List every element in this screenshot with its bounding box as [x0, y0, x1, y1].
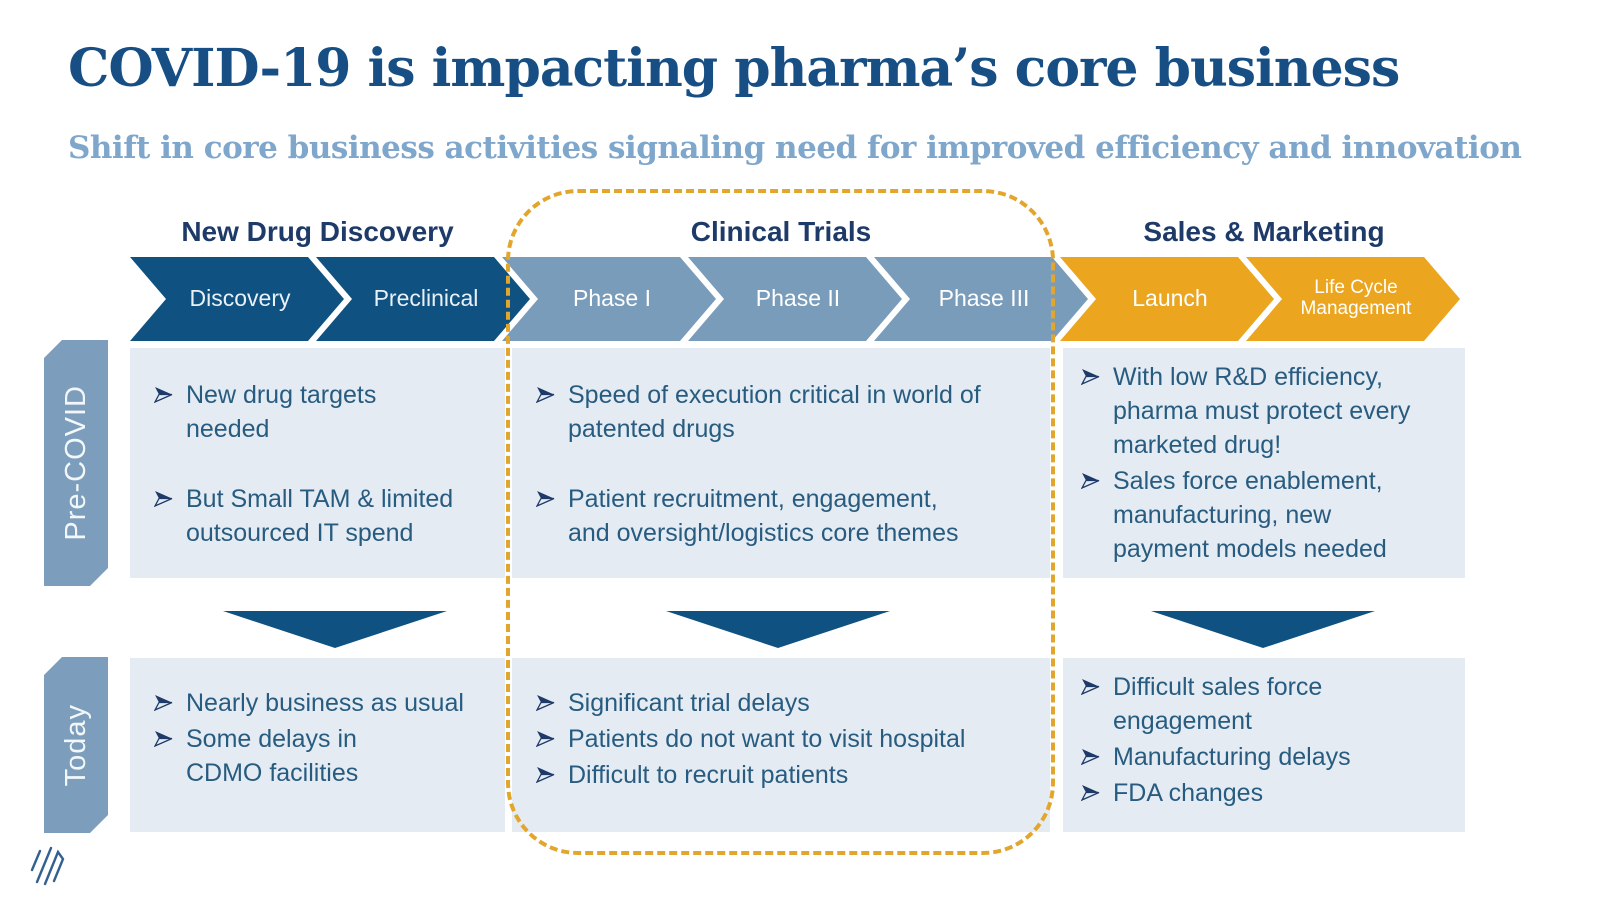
bullet-item: Difficult to recruit patients	[536, 758, 1040, 792]
arrow-bullet-icon	[1081, 678, 1101, 695]
bullet-text: Difficult to recruit patients	[568, 761, 849, 789]
page-subtitle: Shift in core business activities signal…	[68, 130, 1522, 166]
arrow-bullet-icon	[1081, 748, 1101, 765]
pipeline-stage-preclinical: Preclinical	[316, 257, 530, 341]
stage-label: Discovery	[189, 285, 291, 312]
bullet-item: FDA changes	[1081, 776, 1455, 810]
down-arrow-new-drug-discovery	[223, 611, 447, 648]
bullet-text: Nearly business as usual	[186, 689, 464, 717]
bullet-text: New drug targets needed	[186, 381, 377, 443]
bullet-item: Nearly business as usual	[154, 686, 495, 720]
bullet-item: Difficult sales force engagement	[1081, 670, 1455, 738]
stage-label: Phase II	[755, 285, 841, 312]
bullet-item: Speed of execution critical in world of …	[536, 378, 1034, 446]
bullet-text: Patients do not want to visit hospital	[568, 725, 966, 753]
row-label-today: Today	[44, 657, 108, 833]
bullet-item: Patients do not want to visit hospital	[536, 722, 1040, 756]
bullet-item: But Small TAM & limited outsourced IT sp…	[154, 482, 489, 550]
pipeline: Discovery Preclinical Phase I Phase II P…	[130, 257, 1470, 341]
bullet-item: Manufacturing delays	[1081, 740, 1455, 774]
bullet-text: FDA changes	[1113, 779, 1264, 807]
bullet-text: But Small TAM & limited outsourced IT sp…	[186, 485, 454, 547]
bullet-text: With low R&D efficiency, pharma must pro…	[1113, 363, 1411, 459]
pipeline-stage-phase-1: Phase I	[502, 257, 716, 341]
bullet-item: Patient recruitment, engagement, and ove…	[536, 482, 1034, 550]
column-header-clinical-trials: Clinical Trials	[690, 216, 872, 247]
bullet-item: Significant trial delays	[536, 686, 1040, 720]
pipeline-stage-launch: Launch	[1060, 257, 1274, 341]
arrow-bullet-icon	[536, 386, 556, 403]
page-title: COVID-19 is impacting pharma’s core busi…	[68, 38, 1400, 99]
column-header-sales-marketing: Sales & Marketing	[1143, 216, 1385, 247]
stage-label: Phase III	[938, 285, 1030, 312]
stage-label: Preclinical	[373, 285, 479, 312]
bullet-text: Some delays in CDMO facilities	[186, 725, 359, 787]
precovid-box-new-drug-discovery: New drug targets needed But Small TAM & …	[130, 348, 505, 578]
arrow-bullet-icon	[154, 730, 174, 747]
down-arrow-clinical-trials	[666, 611, 890, 648]
arrow-bullet-icon	[154, 386, 174, 403]
bullet-item: With low R&D efficiency, pharma must pro…	[1081, 360, 1455, 462]
pipeline-stage-phase-3: Phase III	[874, 257, 1088, 341]
pipeline-stage-discovery: Discovery	[130, 257, 344, 341]
arrow-bullet-icon	[536, 694, 556, 711]
bullet-item: Sales force enablement, manufacturing, n…	[1081, 464, 1455, 566]
today-box-new-drug-discovery: Nearly business as usual Some delays in …	[130, 658, 505, 832]
bullet-text: Manufacturing delays	[1113, 743, 1351, 771]
bullet-text: Sales force enablement, manufacturing, n…	[1113, 467, 1387, 563]
arrow-bullet-icon	[536, 730, 556, 747]
down-arrow-sales-marketing	[1151, 611, 1375, 648]
bullet-text: Significant trial delays	[568, 689, 810, 717]
arrow-bullet-icon	[1081, 368, 1101, 385]
stage-label: Launch	[1132, 285, 1208, 312]
bullet-text: Patient recruitment, engagement, and ove…	[568, 485, 959, 547]
bullet-text: Difficult sales force engagement	[1113, 673, 1323, 735]
pipeline-stage-phase-2: Phase II	[688, 257, 902, 341]
arrow-bullet-icon	[1081, 784, 1101, 801]
precovid-box-clinical-trials: Speed of execution critical in world of …	[512, 348, 1050, 578]
today-box-sales-marketing: Difficult sales force engagement Manufac…	[1063, 658, 1465, 832]
bullet-text: Speed of execution critical in world of …	[568, 381, 981, 443]
today-box-clinical-trials: Significant trial delays Patients do not…	[512, 658, 1050, 832]
row-label-text: Pre-COVID	[59, 385, 92, 541]
arrow-bullet-icon	[1081, 472, 1101, 489]
precovid-box-sales-marketing: With low R&D efficiency, pharma must pro…	[1063, 348, 1465, 578]
stage-label: Phase I	[573, 285, 651, 312]
arrow-bullet-icon	[154, 490, 174, 507]
arrow-bullet-icon	[154, 694, 174, 711]
bullet-item: New drug targets needed	[154, 378, 489, 446]
arrow-bullet-icon	[536, 490, 556, 507]
pipeline-stage-life-cycle-management: Life Cycle Management	[1246, 257, 1460, 341]
column-header-new-drug-discovery: New Drug Discovery	[181, 216, 454, 247]
bullet-item: Some delays in CDMO facilities	[154, 722, 495, 790]
stage-label: Life Cycle Management	[1300, 277, 1412, 319]
row-label-text: Today	[59, 703, 92, 787]
arrow-bullet-icon	[536, 766, 556, 783]
row-label-pre-covid: Pre-COVID	[44, 340, 108, 586]
company-logo-icon	[25, 840, 69, 890]
